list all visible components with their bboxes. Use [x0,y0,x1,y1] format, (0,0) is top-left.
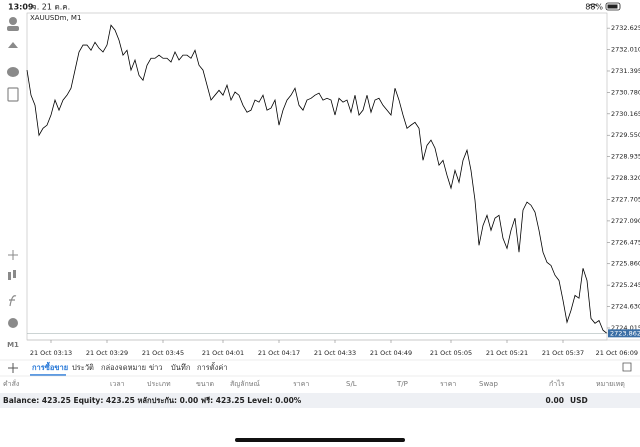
table-header: คำสั่ง [3,379,19,388]
y-tick-label: 2728.320 [611,174,640,182]
table-header: S/L [346,380,357,388]
status-date: จ. 21 ต.ค. [32,3,70,12]
home-indicator [235,438,405,442]
indicator-icon[interactable] [8,272,11,280]
x-tick-label: 21 Oct 04:01 [202,349,244,357]
status-time: 13:09 [8,3,34,12]
tab[interactable]: การซื้อขาย [32,361,68,372]
x-tick-label: 21 Oct 06:09 [596,349,638,357]
trade-icon[interactable] [8,42,18,48]
side-toolbar [7,17,19,328]
y-tick-label: 2731.395 [611,67,640,75]
x-tick-label: 21 Oct 05:37 [542,349,584,357]
chat-icon[interactable] [7,67,19,77]
table-header: ราคา [293,380,309,388]
x-tick-label: 21 Oct 03:29 [86,349,128,357]
y-tick-label: 2727.090 [611,217,640,225]
battery-icon [605,2,621,11]
y-tick-label: 2724.630 [611,303,640,311]
new-chart-icon[interactable] [7,87,19,102]
y-tick-label: 2732.625 [611,24,640,32]
y-tick-label: 2725.860 [611,260,640,268]
table-header: หมายเหตุ [596,380,625,388]
table-header: กำไร [549,379,565,388]
table-header: ราคา [440,380,456,388]
crosshair-icon[interactable] [8,250,18,260]
price-line [26,24,608,334]
table-header: เวลา [110,380,125,388]
account-icon[interactable] [9,17,17,25]
table-header: Swap [479,380,498,388]
table-header: ขนาด [196,380,214,388]
x-tick-label: 21 Oct 05:05 [430,349,472,357]
y-tick-label: 2725.245 [611,281,640,289]
y-tick-label: 2724.015 [611,324,640,332]
y-tick-label: 2727.705 [611,195,640,203]
x-tick-label: 21 Oct 03:45 [142,349,184,357]
y-tick-label: 2728.935 [611,153,640,161]
last-price-box [608,329,640,338]
y-tick-label: 2730.165 [611,110,640,118]
x-tick-label: 21 Oct 03:13 [30,349,72,357]
tab[interactable]: กล่องจดหมาย [101,363,146,372]
objects-icon[interactable] [8,318,18,328]
x-tick-label: 21 Oct 04:17 [258,349,300,357]
balance-bar [0,393,640,408]
y-tick-label: 2726.475 [611,238,640,246]
account-icon-body [7,26,19,31]
chart-title: XAUUSDm, M1 [30,14,81,22]
x-tick-label: 21 Oct 04:49 [370,349,412,357]
x-tick-label: 21 Oct 04:33 [314,349,356,357]
y-tick-label: 2730.780 [611,88,640,96]
function-icon[interactable] [9,295,17,307]
y-tick-label: 2729.550 [611,131,640,139]
balance-summary: Balance: 423.25 Equity: 423.25 หลักประกั… [3,396,302,405]
add-button[interactable] [8,363,18,373]
x-tick-label: 21 Oct 05:21 [486,349,528,357]
tab[interactable]: การตั้งค่า [197,362,228,372]
wifi-icon [588,3,598,8]
tab[interactable]: ประวัติ [72,363,94,372]
tab[interactable]: ข่าว [149,363,163,372]
table-header: T/P [396,380,408,388]
total-profit: 0.00 [545,396,564,405]
last-price-label: 2723.862 [610,329,640,337]
layout-button[interactable] [622,362,632,372]
timeframe-button[interactable]: M1 [7,341,19,349]
table-header: สัญลักษณ์ [230,380,260,388]
table-header: ประเภท [147,380,171,388]
currency: USD [570,396,588,405]
y-tick-label: 2732.010 [611,46,640,54]
chart-frame [26,12,608,341]
tab[interactable]: บันทึก [171,363,190,372]
battery-fill [607,4,618,9]
